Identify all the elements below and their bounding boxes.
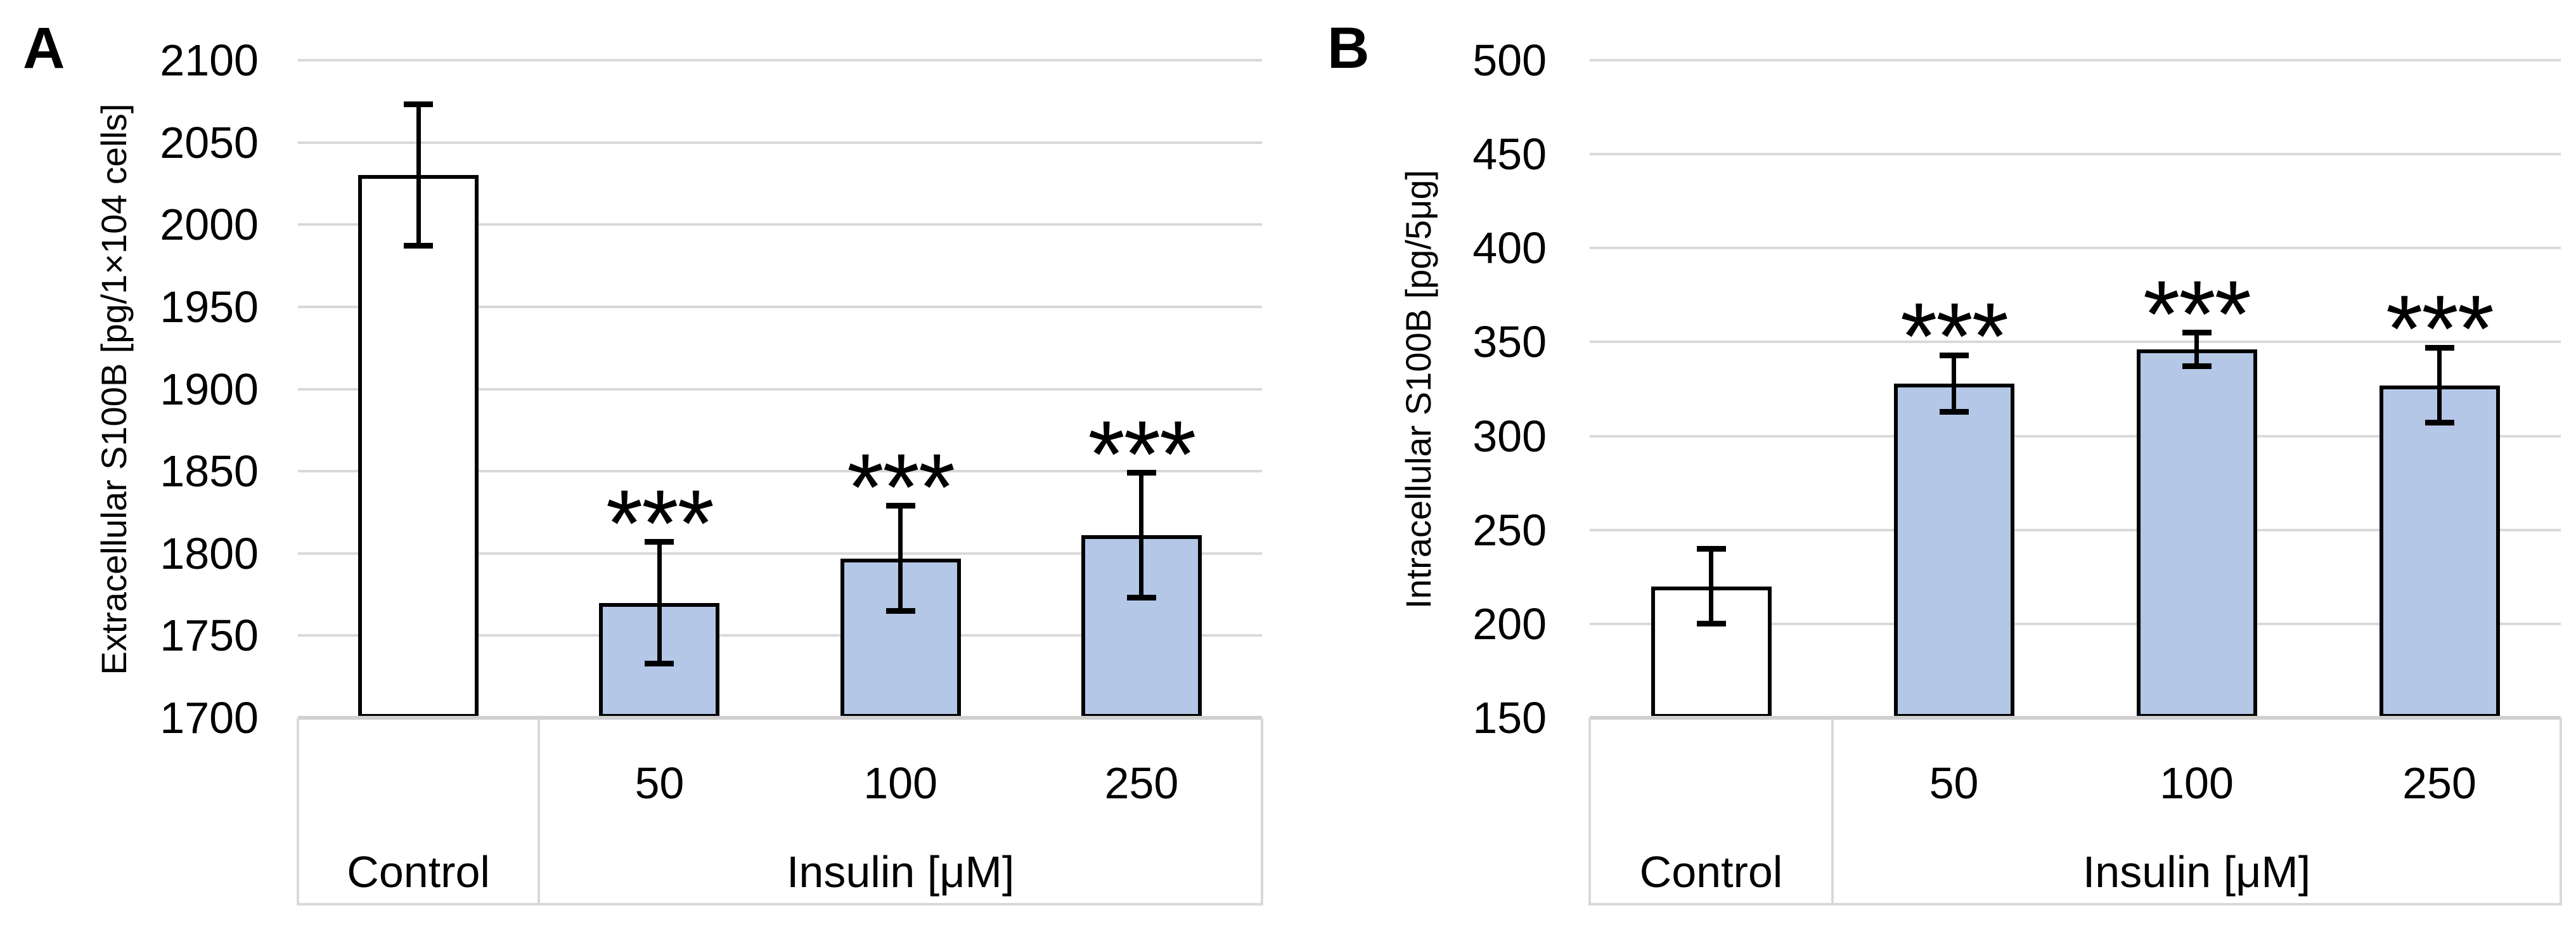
bar-100 xyxy=(2136,349,2257,718)
y-tick-label: 1700 xyxy=(160,693,259,743)
category-table-bottom-border xyxy=(1590,903,2561,905)
gridline-1800 xyxy=(298,552,1262,555)
y-tick-label: 1850 xyxy=(160,446,259,496)
y-tick-label: 1750 xyxy=(160,611,259,661)
gridline-1950 xyxy=(298,305,1262,308)
x-tick-label-250: 250 xyxy=(2402,758,2476,808)
gridline-350 xyxy=(1590,341,2561,344)
error-bar-line xyxy=(2194,332,2199,367)
gridline-450 xyxy=(1590,153,2561,156)
error-bar-cap xyxy=(1696,621,1726,627)
error-bar-line xyxy=(1139,472,1144,598)
panel-a-letter: A xyxy=(23,16,65,81)
panel-a: A Extracellular S100B [pg/1×104 cells] 2… xyxy=(23,16,1263,905)
bar-250 xyxy=(2379,385,2500,718)
x-group-label-control: Control xyxy=(1639,847,1783,897)
gridline-1900 xyxy=(298,387,1262,391)
y-tick-label: 1800 xyxy=(160,528,259,578)
error-bar-cap xyxy=(1126,470,1156,476)
y-tick-label: 500 xyxy=(1472,36,1547,85)
category-table-divider xyxy=(1831,718,1834,905)
error-bar-cap xyxy=(1939,352,1969,358)
error-bar-line xyxy=(657,542,662,664)
gridline-250 xyxy=(1590,528,2561,531)
y-tick-label: 250 xyxy=(1472,505,1547,555)
gridline-2000 xyxy=(298,223,1262,226)
category-table-divider xyxy=(538,718,541,905)
x-tick-label-100: 100 xyxy=(2160,758,2234,808)
gridline-200 xyxy=(1590,622,2561,625)
significance-stars: *** xyxy=(2385,275,2494,382)
panel-b-letter: B xyxy=(1327,16,1370,81)
y-tick-label: 1900 xyxy=(160,364,259,414)
y-tick-label: 450 xyxy=(1472,129,1547,179)
gridline-400 xyxy=(1590,247,2561,250)
error-bar-cap xyxy=(2182,363,2212,370)
panel-a-plot-area: 2100 2050 2000 1950 1900 1850 1800 1750 1700 *** *… xyxy=(160,36,1263,905)
error-bar-line xyxy=(416,104,421,246)
x-tick-label-250: 250 xyxy=(1104,758,1179,808)
y-tick-label: 150 xyxy=(1472,693,1547,743)
gridline-1850 xyxy=(298,470,1262,473)
significance-stars: *** xyxy=(1900,283,2009,390)
error-bar-cap xyxy=(2182,330,2212,336)
y-tick-label: 300 xyxy=(1472,411,1547,461)
error-bar-line xyxy=(2437,347,2442,423)
panel-b-plot-area: 500 450 400 350 300 250 200 150 *** *** *** 50 100 25… xyxy=(1288,0,2576,941)
gridline-300 xyxy=(1590,434,2561,438)
x-axis-line xyxy=(298,716,1262,720)
error-bar-cap xyxy=(404,243,434,249)
y-tick-label: 400 xyxy=(1472,223,1547,273)
error-bar-cap xyxy=(404,101,434,108)
y-tick-label: 350 xyxy=(1472,317,1547,367)
category-table-left-border xyxy=(1588,718,1591,905)
y-tick-label: 2000 xyxy=(160,200,259,250)
error-bar-cap xyxy=(1696,545,1726,552)
category-table-bottom-border xyxy=(298,903,1262,905)
significance-stars: *** xyxy=(847,433,955,540)
x-tick-label-100: 100 xyxy=(863,758,938,808)
significance-stars: *** xyxy=(2142,260,2251,367)
gridline-500 xyxy=(1590,59,2561,62)
y-tick-label: 2100 xyxy=(160,36,259,85)
error-bar-cap xyxy=(2425,420,2454,426)
error-bar-cap xyxy=(886,607,915,614)
y-tick-label: 200 xyxy=(1472,599,1547,649)
category-table-right-border xyxy=(1261,718,1263,905)
y-tick-label: 2050 xyxy=(160,117,259,167)
error-bar-line xyxy=(1952,355,1956,412)
x-group-label-control: Control xyxy=(347,847,490,897)
x-tick-label-50: 50 xyxy=(634,758,685,808)
error-bar-cap xyxy=(1939,408,1969,415)
bar-Control xyxy=(358,175,479,718)
x-axis-line xyxy=(1590,716,2561,720)
error-bar-line xyxy=(898,505,903,611)
panel-b: B Intracellular S100B [pg/5μg] 500 450 400… xyxy=(1288,0,2576,941)
error-bar-cap xyxy=(2425,344,2454,351)
bar-50 xyxy=(1893,383,2014,718)
category-table-right-border xyxy=(2560,718,2562,905)
error-bar-cap xyxy=(645,660,674,666)
gridline-2100 xyxy=(298,59,1262,62)
error-bar-line xyxy=(1709,548,1713,624)
error-bar-cap xyxy=(1126,595,1156,601)
gridline-2050 xyxy=(298,141,1262,144)
category-table-left-border xyxy=(297,718,299,905)
x-tick-label-50: 50 xyxy=(1929,758,1979,808)
x-group-label-insulin: Insulin [μM] xyxy=(2082,847,2311,897)
x-group-label-insulin: Insulin [μM] xyxy=(786,847,1015,897)
y-tick-label: 1950 xyxy=(160,282,259,332)
gridline-1750 xyxy=(298,634,1262,637)
error-bar-cap xyxy=(645,539,674,545)
error-bar-cap xyxy=(886,503,915,509)
significance-stars: *** xyxy=(1088,400,1196,507)
significance-stars: *** xyxy=(605,469,714,576)
